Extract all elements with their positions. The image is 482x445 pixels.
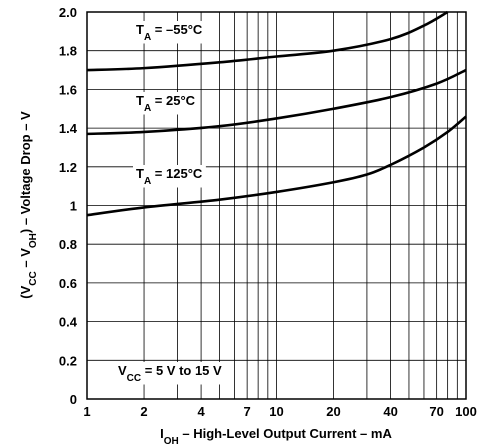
y-tick-label: 1.2 <box>59 160 77 175</box>
y-tick-label: 1.6 <box>59 82 77 97</box>
vcc-annotation: VCC = 5 V to 15 V <box>118 363 222 384</box>
label-background <box>115 362 226 385</box>
y-tick-label: 1 <box>70 199 77 214</box>
series-labels: TA = –55°C TA = 25°C TA = 125°C VCC = 5 … <box>115 21 226 385</box>
label-background <box>133 92 199 115</box>
x-tick-label: 7 <box>244 404 251 419</box>
y-tick-label: 0.6 <box>59 276 77 291</box>
x-tick-label: 10 <box>269 404 283 419</box>
x-tick-label: 4 <box>197 404 205 419</box>
grid <box>87 12 466 399</box>
series-label-125: TA = 125°C <box>136 166 203 187</box>
plot-frame <box>86 11 467 400</box>
y-tick-label: 0 <box>70 392 77 407</box>
label-background <box>133 165 206 188</box>
y-tick-label: 1.8 <box>59 44 77 59</box>
series-label-25: TA = 25°C <box>136 93 196 114</box>
y-tick-label: 1.4 <box>59 121 78 136</box>
x-tick-label: 70 <box>429 404 443 419</box>
series-label-minus55: TA = –55°C <box>136 22 203 43</box>
x-axis-title: IOH – High-Level Output Current – mA <box>160 426 392 445</box>
y-tick-label: 0.2 <box>59 353 77 368</box>
x-tick-label: 1 <box>83 404 90 419</box>
y-axis-title: (VCC – VOH) – Voltage Drop – V <box>18 111 39 299</box>
label-background <box>133 21 206 44</box>
y-tick-label: 0.4 <box>59 315 78 330</box>
tick-labels: 1 2 4 7 10 20 40 70 100 0 0.2 0.4 0.6 0.8 1 1.2 1.4 1.6 1.… <box>59 5 477 419</box>
x-tick-label: 2 <box>140 404 147 419</box>
series-line-2 <box>86 115 467 217</box>
series-line-1 <box>86 68 467 136</box>
y-tick-label: 0.8 <box>59 237 77 252</box>
series-line-0 <box>86 10 449 72</box>
y-tick-label: 2.0 <box>59 5 77 20</box>
x-tick-label: 20 <box>326 404 340 419</box>
x-tick-label: 100 <box>455 404 477 419</box>
curves <box>86 10 467 217</box>
x-tick-label: 40 <box>383 404 397 419</box>
